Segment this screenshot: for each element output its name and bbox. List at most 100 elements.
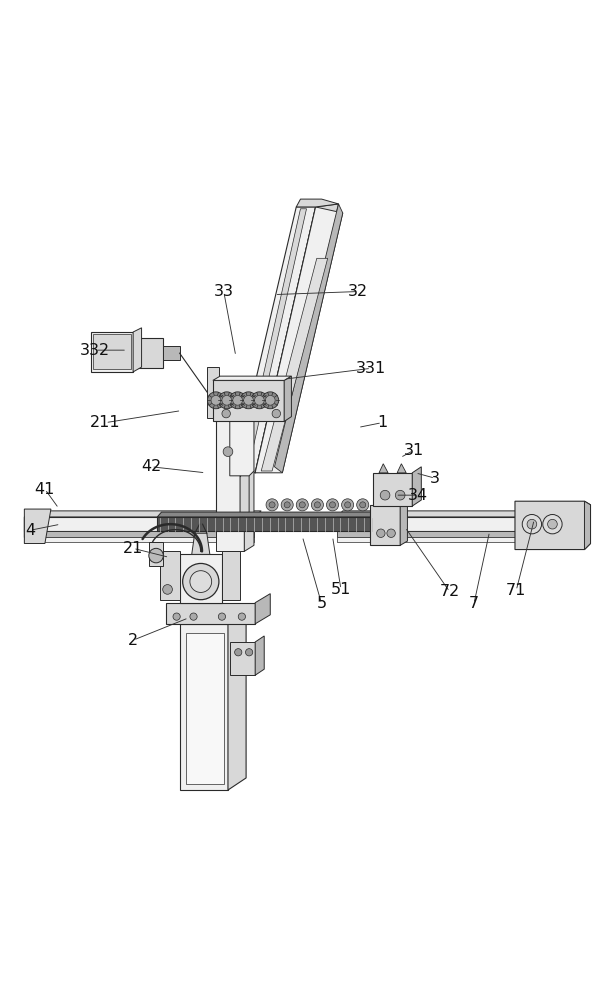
Polygon shape <box>274 204 343 473</box>
Circle shape <box>254 395 264 405</box>
Polygon shape <box>91 332 133 372</box>
Circle shape <box>222 409 231 418</box>
Polygon shape <box>284 376 291 421</box>
Circle shape <box>314 502 320 508</box>
Text: 4: 4 <box>25 523 35 538</box>
Circle shape <box>223 447 233 456</box>
Text: 41: 41 <box>35 482 55 497</box>
Circle shape <box>235 649 242 656</box>
Circle shape <box>262 392 279 409</box>
Circle shape <box>380 490 390 500</box>
Polygon shape <box>222 551 240 600</box>
Circle shape <box>208 392 225 409</box>
Circle shape <box>222 395 232 405</box>
Text: 31: 31 <box>403 443 424 458</box>
Polygon shape <box>337 517 585 531</box>
Text: 32: 32 <box>348 284 368 299</box>
Text: 5: 5 <box>317 596 327 611</box>
Text: 72: 72 <box>439 584 460 599</box>
Circle shape <box>240 392 257 409</box>
Polygon shape <box>400 501 407 545</box>
Polygon shape <box>133 328 141 372</box>
Text: 1: 1 <box>377 415 387 430</box>
Polygon shape <box>186 633 224 784</box>
Circle shape <box>190 613 197 620</box>
Circle shape <box>387 529 395 537</box>
Polygon shape <box>230 415 254 476</box>
Polygon shape <box>228 612 246 790</box>
Polygon shape <box>397 464 406 473</box>
Circle shape <box>173 613 180 620</box>
Circle shape <box>284 502 290 508</box>
Polygon shape <box>163 346 180 360</box>
Polygon shape <box>128 338 163 368</box>
Polygon shape <box>337 537 585 542</box>
Circle shape <box>238 613 245 620</box>
Polygon shape <box>207 367 219 418</box>
Polygon shape <box>24 517 254 531</box>
Polygon shape <box>244 470 254 551</box>
Text: 211: 211 <box>90 415 121 430</box>
Circle shape <box>281 499 293 511</box>
Polygon shape <box>149 542 163 566</box>
Polygon shape <box>255 207 343 473</box>
Polygon shape <box>24 509 51 544</box>
Text: 34: 34 <box>409 488 429 503</box>
Circle shape <box>233 395 242 405</box>
Circle shape <box>219 392 236 409</box>
Circle shape <box>311 499 324 511</box>
Polygon shape <box>24 511 35 537</box>
Circle shape <box>296 499 308 511</box>
Circle shape <box>269 502 275 508</box>
Circle shape <box>251 392 268 409</box>
Polygon shape <box>216 476 244 551</box>
Circle shape <box>527 519 537 529</box>
Circle shape <box>163 585 172 594</box>
Polygon shape <box>213 380 284 421</box>
Circle shape <box>211 395 221 405</box>
Circle shape <box>190 571 212 592</box>
Circle shape <box>357 499 369 511</box>
Circle shape <box>395 490 405 500</box>
Circle shape <box>543 515 562 534</box>
Polygon shape <box>255 636 264 675</box>
Circle shape <box>183 563 219 600</box>
Polygon shape <box>160 551 180 600</box>
Polygon shape <box>230 642 255 675</box>
Circle shape <box>360 502 366 508</box>
Polygon shape <box>166 603 255 624</box>
Circle shape <box>299 502 305 508</box>
Polygon shape <box>24 531 254 537</box>
Polygon shape <box>515 501 591 550</box>
Polygon shape <box>373 473 412 506</box>
Polygon shape <box>180 554 222 603</box>
Text: 3: 3 <box>430 471 440 486</box>
Polygon shape <box>157 517 375 531</box>
Polygon shape <box>240 409 249 518</box>
Circle shape <box>219 613 226 620</box>
Text: 71: 71 <box>506 583 526 598</box>
Polygon shape <box>412 467 421 506</box>
Text: 331: 331 <box>356 361 386 376</box>
Text: 21: 21 <box>123 541 143 556</box>
Polygon shape <box>337 531 585 537</box>
Text: 7: 7 <box>469 596 479 611</box>
Polygon shape <box>157 512 379 517</box>
Circle shape <box>345 502 351 508</box>
Text: 42: 42 <box>141 459 161 474</box>
Circle shape <box>266 499 278 511</box>
Polygon shape <box>24 537 254 542</box>
Text: 2: 2 <box>128 633 138 648</box>
Polygon shape <box>370 505 400 545</box>
Circle shape <box>548 519 557 529</box>
Circle shape <box>243 395 253 405</box>
Polygon shape <box>93 334 131 369</box>
Circle shape <box>229 392 246 409</box>
Polygon shape <box>180 624 228 790</box>
Circle shape <box>149 548 163 563</box>
Text: 33: 33 <box>214 284 234 299</box>
Polygon shape <box>213 376 291 380</box>
Circle shape <box>522 515 541 534</box>
Polygon shape <box>585 501 591 550</box>
Circle shape <box>272 409 280 418</box>
